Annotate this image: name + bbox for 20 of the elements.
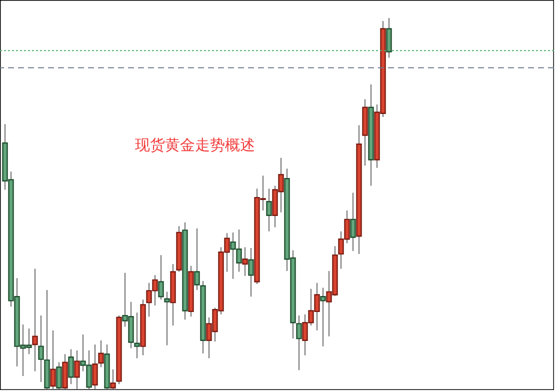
candlestick (50, 330, 56, 390)
candlestick (164, 291, 170, 346)
candlestick (266, 188, 272, 232)
text: 现货黄金走势概述 (135, 136, 255, 154)
candlestick (296, 315, 302, 371)
candlestick (320, 287, 326, 347)
candlestick (350, 192, 356, 252)
candlestick (194, 228, 200, 290)
candlestick (74, 350, 80, 390)
candlestick (242, 246, 248, 276)
candlestick (386, 18, 392, 58)
candlestick (158, 254, 164, 300)
candlestick (92, 344, 98, 390)
candlestick (98, 340, 104, 368)
candlestick (110, 368, 116, 390)
candlestick (68, 348, 74, 385)
candlestick (248, 248, 254, 298)
candlestick (56, 362, 62, 390)
candlestick (134, 312, 140, 359)
candlestick (32, 268, 38, 372)
